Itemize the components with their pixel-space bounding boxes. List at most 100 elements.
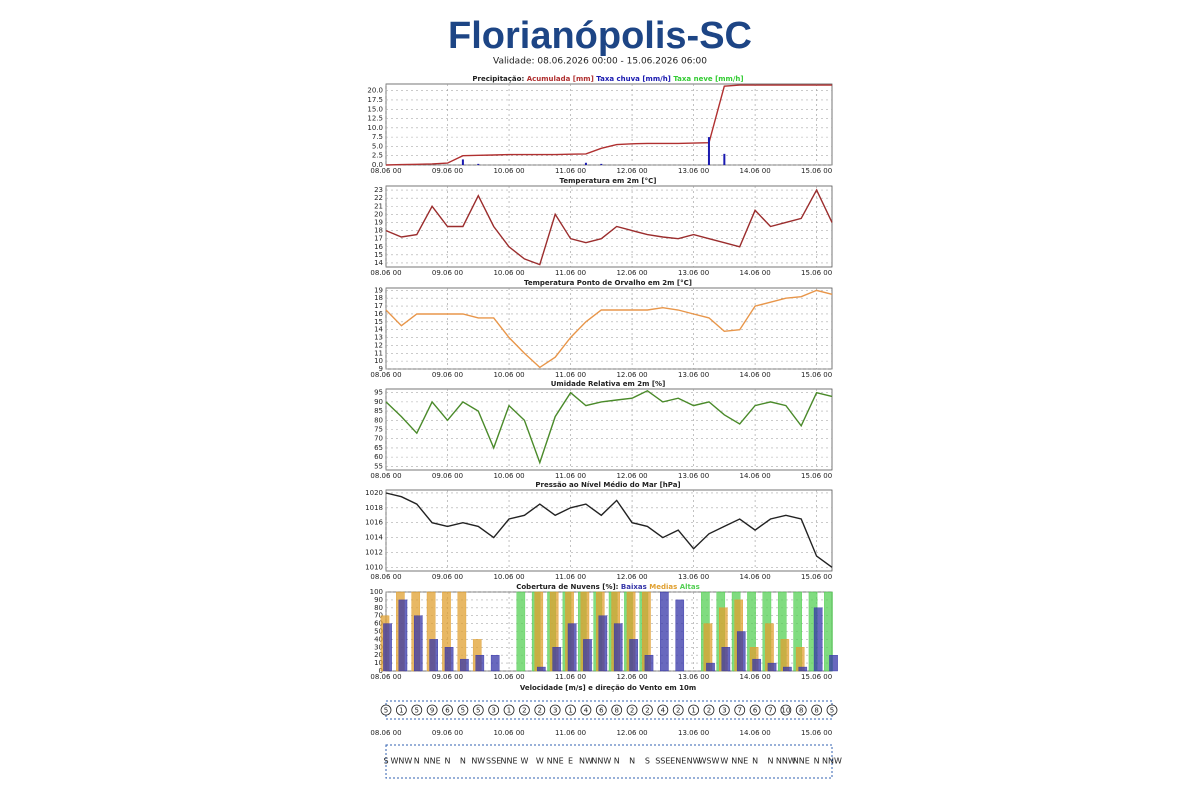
cloud-bar xyxy=(516,591,526,672)
wind-speed-label: 1 xyxy=(568,707,572,715)
y-tick-label: 12 xyxy=(374,341,383,349)
y-tick-label: 1010 xyxy=(365,563,383,571)
x-tick-label: 12.06 00 xyxy=(616,371,647,379)
wind-speed-label: 6 xyxy=(599,707,604,715)
cloud-bar xyxy=(829,655,838,672)
x-tick-label: 12.06 00 xyxy=(616,729,647,737)
wind-speed-marker xyxy=(826,704,838,716)
y-tick-label: 2.5 xyxy=(372,152,383,160)
wind-speed-marker xyxy=(380,704,392,716)
wind-speed-label: 2 xyxy=(645,707,649,715)
x-tick-label: 08.06 00 xyxy=(370,472,401,480)
y-tick-label: 14 xyxy=(374,259,383,267)
y-tick-label: 1018 xyxy=(365,504,383,512)
x-tick-label: 10.06 00 xyxy=(493,371,524,379)
wind-speed-label: 6 xyxy=(445,707,450,715)
x-tick-label: 11.06 00 xyxy=(555,371,586,379)
wind-direction-label: N xyxy=(614,757,620,766)
y-tick-label: 10.0 xyxy=(367,124,383,132)
wind-direction-label: N xyxy=(460,757,466,766)
cloud-bar xyxy=(398,599,408,672)
x-tick-label: 08.06 00 xyxy=(370,371,401,379)
x-tick-label: 15.06 00 xyxy=(801,472,832,480)
x-tick-label: 15.06 00 xyxy=(801,673,832,681)
wind-speed-marker xyxy=(565,704,576,716)
wind-speed-label: 8 xyxy=(799,707,803,715)
cloud-bar xyxy=(444,647,454,672)
wind-speed-label: 2 xyxy=(676,707,680,715)
wind-direction-label: WSW xyxy=(699,757,720,766)
y-tick-label: 80 xyxy=(374,604,383,612)
plot-frame xyxy=(385,287,833,370)
wind-speed-label: 7 xyxy=(737,707,741,715)
y-tick-label: 20.0 xyxy=(367,87,383,95)
wind-direction-label: W xyxy=(720,757,728,766)
x-tick-label: 09.06 00 xyxy=(432,371,463,379)
y-tick-label: 100 xyxy=(370,588,383,596)
x-tick-label: 08.06 00 xyxy=(370,269,401,277)
plot-frame xyxy=(385,489,833,572)
data-line xyxy=(385,188,833,266)
wind-speed-marker xyxy=(672,704,684,716)
x-tick-label: 08.06 00 xyxy=(370,167,401,175)
wind-direction-label: W xyxy=(536,757,544,766)
wind-speed-marker xyxy=(488,704,500,716)
wind-direction-label: N xyxy=(629,757,635,766)
y-tick-label: 23 xyxy=(374,186,383,194)
y-tick-label: 18 xyxy=(374,227,383,235)
page-title: Florianópolis-SC xyxy=(448,15,752,57)
wind-direction-label: NNW xyxy=(822,757,842,766)
cloud-bar xyxy=(660,591,669,672)
wind-direction-label: S xyxy=(383,757,388,766)
wind-direction-label: NNE xyxy=(424,757,441,766)
y-tick-label: 0.0 xyxy=(372,161,383,169)
rate-bar xyxy=(461,159,464,165)
y-tick-label: 60 xyxy=(374,620,383,628)
x-tick-label: 11.06 00 xyxy=(555,167,586,175)
y-tick-label: 1016 xyxy=(365,519,383,527)
cloud-bar xyxy=(798,666,808,672)
y-tick-label: 1014 xyxy=(365,534,383,542)
legend-entry: Baixas xyxy=(621,583,647,591)
wind-speed-label: 9 xyxy=(430,707,434,715)
wind-speed-label: 5 xyxy=(476,707,480,715)
y-tick-label: 16 xyxy=(374,310,383,318)
plot-frame xyxy=(385,185,833,268)
y-tick-label: 80 xyxy=(374,416,383,424)
wind-speed-marker xyxy=(718,704,730,716)
wind-speed-label: 5 xyxy=(830,707,834,715)
x-tick-label: 09.06 00 xyxy=(432,269,463,277)
wind-speed-marker xyxy=(688,704,699,716)
x-tick-label: 14.06 00 xyxy=(740,673,771,681)
wind-speed-marker xyxy=(503,704,515,716)
x-tick-label: 10.06 00 xyxy=(493,472,524,480)
x-tick-label: 11.06 00 xyxy=(555,269,586,277)
x-tick-label: 12.06 00 xyxy=(616,472,647,480)
y-tick-label: 70 xyxy=(374,435,383,443)
wind-speed-label: 5 xyxy=(461,707,465,715)
wind-speed-marker xyxy=(611,704,623,716)
wind-speed-marker xyxy=(411,704,423,716)
cloud-bar xyxy=(706,662,715,672)
y-tick-label: 9 xyxy=(379,365,383,373)
chart-title: Temperatura Ponto de Orvalho em 2m [°C] xyxy=(524,279,692,287)
wind-direction-label: NW xyxy=(687,757,701,766)
cloud-bar xyxy=(460,658,469,672)
wind-speed-label: 3 xyxy=(722,707,726,715)
y-tick-label: 65 xyxy=(374,444,383,452)
wind-speed-marker xyxy=(580,704,592,716)
x-tick-label: 15.06 00 xyxy=(801,573,832,581)
x-tick-label: 11.06 00 xyxy=(555,573,586,581)
x-tick-label: 09.06 00 xyxy=(432,573,463,581)
title-text: Umidade Relativa em 2m [%] xyxy=(551,380,666,388)
x-tick-label: 11.06 00 xyxy=(555,472,586,480)
cloud-bar xyxy=(429,639,438,672)
y-tick-label: 20 xyxy=(374,210,383,218)
wind-direction-label: S xyxy=(645,757,650,766)
wind-direction-label: NNW xyxy=(591,757,611,766)
wind-speed-label: 8 xyxy=(614,707,618,715)
x-tick-label: 14.06 00 xyxy=(740,573,771,581)
x-tick-label: 11.06 00 xyxy=(555,729,586,737)
x-tick-label: 15.06 00 xyxy=(801,167,832,175)
x-tick-label: 13.06 00 xyxy=(678,573,709,581)
